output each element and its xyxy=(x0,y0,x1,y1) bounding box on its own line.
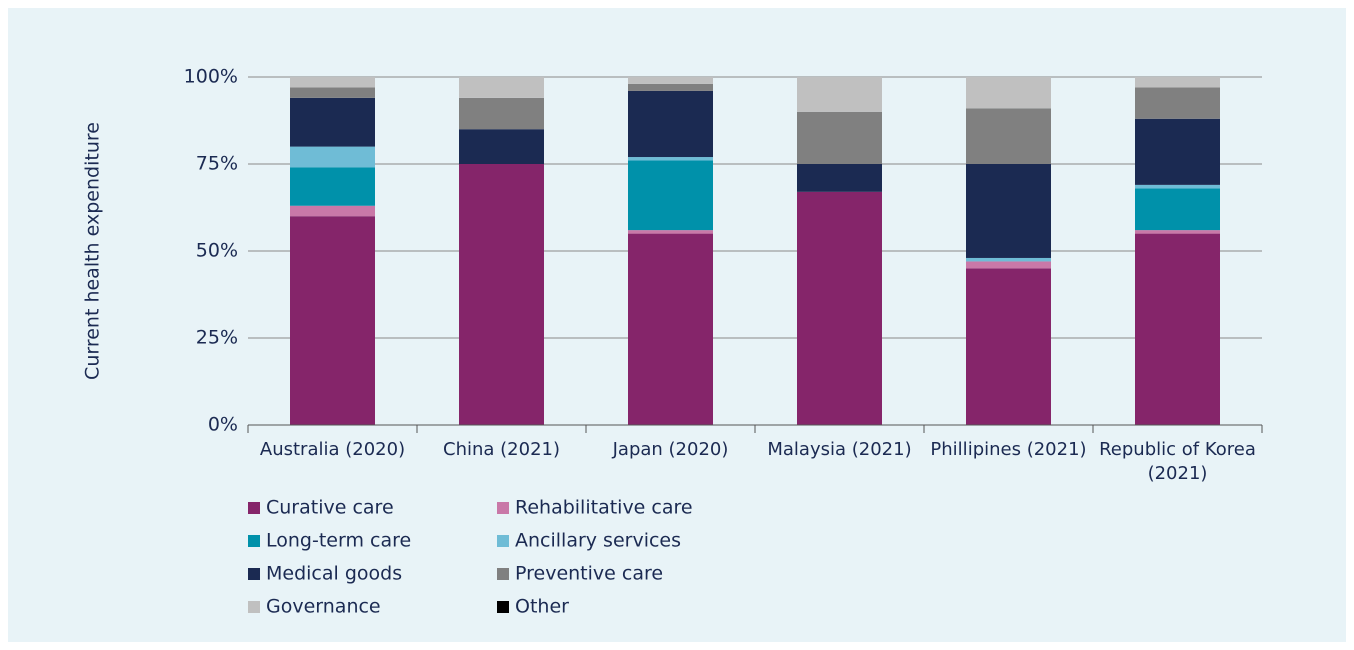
bar-segment xyxy=(966,108,1051,164)
bar-segment xyxy=(1135,233,1220,425)
bar-segment xyxy=(1135,230,1220,234)
bar-segment xyxy=(290,87,375,98)
bar-segment xyxy=(966,257,1051,262)
bar-segment xyxy=(797,191,882,425)
bar-segment xyxy=(1135,87,1220,119)
bar-segment xyxy=(628,233,713,425)
x-tick-label: Phillipines (2021) xyxy=(930,439,1087,460)
bar-segment xyxy=(628,90,713,158)
bar-segment xyxy=(797,111,882,164)
bar-segment xyxy=(290,167,375,206)
bar-segment xyxy=(628,83,713,91)
legend-swatch xyxy=(248,535,260,547)
bar-segment xyxy=(290,97,375,147)
legend-swatch xyxy=(248,568,260,580)
bar-segment xyxy=(459,77,544,98)
bar-segment xyxy=(1135,118,1220,185)
legend-label: Curative care xyxy=(266,497,394,519)
legend-label: Ancillary services xyxy=(515,530,681,552)
bar-segment xyxy=(797,77,882,112)
y-tick-label: 75% xyxy=(196,153,238,175)
bar-segment xyxy=(1135,188,1220,231)
legend-label: Other xyxy=(515,596,569,618)
legend-label: Long-term care xyxy=(266,530,411,552)
legend-swatch xyxy=(497,502,509,514)
y-tick-label: 100% xyxy=(184,66,238,88)
bar-segment xyxy=(1135,77,1220,88)
y-tick-label: 25% xyxy=(196,327,238,349)
bar-segment xyxy=(290,216,375,425)
x-tick-label: China (2021) xyxy=(443,439,560,460)
legend-label: Medical goods xyxy=(266,563,402,585)
x-tick-label: Malaysia (2021) xyxy=(767,439,912,460)
bar-segment xyxy=(628,160,713,231)
bar-segment xyxy=(966,261,1051,269)
bar-segment xyxy=(628,230,713,234)
legend-swatch xyxy=(248,601,260,613)
bar-segment xyxy=(290,77,375,88)
x-tick-label: Japan (2020) xyxy=(612,439,729,460)
x-tick-label: Republic of Korea (2021) xyxy=(1099,439,1256,484)
bar-segment xyxy=(966,77,1051,109)
bar-segment xyxy=(966,268,1051,425)
bar-segment xyxy=(966,164,1051,258)
bar-segment xyxy=(628,77,713,84)
bar-segment xyxy=(290,205,375,217)
bar-segment xyxy=(1135,184,1220,189)
legend-swatch xyxy=(497,535,509,547)
x-tick-label: Australia (2020) xyxy=(259,439,406,460)
bar-segment xyxy=(459,97,544,130)
bar-segment xyxy=(290,146,375,168)
legend-swatch xyxy=(497,601,509,613)
legend-swatch xyxy=(497,568,509,580)
y-tick-label: 50% xyxy=(196,240,238,262)
legend-label: Governance xyxy=(266,596,381,618)
bar-segment xyxy=(459,129,544,164)
legend-label: Rehabilitative care xyxy=(515,497,693,519)
bar-segment xyxy=(628,157,713,161)
legend-swatch xyxy=(248,502,260,514)
y-tick-label: 0% xyxy=(208,414,238,436)
bar-segment xyxy=(797,164,882,192)
bar-segment xyxy=(459,164,544,425)
legend-label: Preventive care xyxy=(515,563,663,585)
y-axis-label: Current health expenditure xyxy=(82,122,104,380)
